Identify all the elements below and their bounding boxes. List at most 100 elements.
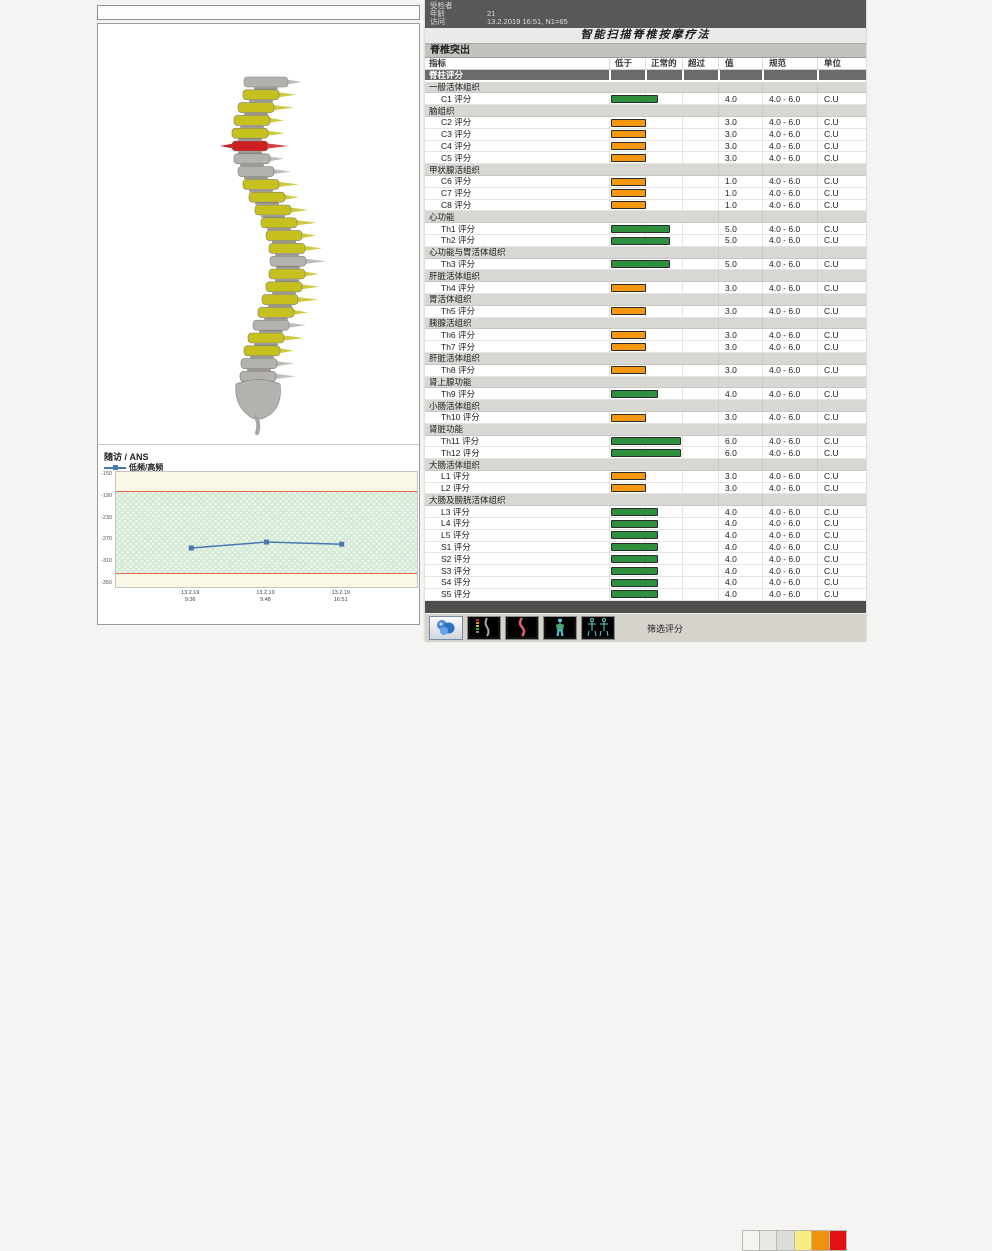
score-row-c2[interactable]: C2 评分 3.0 4.0 - 6.0 C.U: [425, 116, 866, 129]
section-cell: [718, 293, 762, 305]
score-unit: C.U: [817, 565, 866, 577]
score-label: Th8 评分: [441, 365, 476, 376]
score-bar: [611, 437, 682, 446]
skeleton-views-button[interactable]: [581, 616, 615, 640]
spine-curve-button[interactable]: [505, 616, 539, 640]
score-label: Th11 评分: [441, 435, 480, 446]
section-label: 胰腺活组织: [429, 317, 472, 328]
score-row-c8[interactable]: C8 评分 1.0 4.0 - 6.0 C.U: [425, 199, 866, 212]
score-cell: [682, 175, 718, 187]
score-row-th11[interactable]: Th11 评分 6.0 4.0 - 6.0 C.U: [425, 435, 866, 448]
score-row-s4[interactable]: S4 评分 4.0 4.0 - 6.0 C.U: [425, 577, 866, 589]
section-row: 胰腺活组织: [425, 317, 866, 330]
score-label: C1 评分: [441, 93, 472, 104]
score-row-c5[interactable]: C5 评分 3.0 4.0 - 6.0 C.U: [425, 152, 866, 165]
score-unit: C.U: [817, 435, 866, 447]
score-row-l5[interactable]: L5 评分 4.0 4.0 - 6.0 C.U: [425, 529, 866, 542]
score-cell: [645, 175, 682, 187]
score-row-c6[interactable]: C6 评分 1.0 4.0 - 6.0 C.U: [425, 175, 866, 188]
score-row-c1[interactable]: C1 评分 4.0 4.0 - 6.0 C.U: [425, 93, 866, 106]
section-cell: [762, 376, 817, 388]
score-bar: [611, 142, 647, 151]
score-filter-swatch-5[interactable]: [812, 1230, 830, 1251]
score-cell: [609, 258, 645, 270]
score-row-th8[interactable]: Th8 评分 3.0 4.0 - 6.0 C.U: [425, 364, 866, 377]
score-filter-swatch-3[interactable]: [777, 1230, 795, 1251]
score-row-c3[interactable]: C3 评分 3.0 4.0 - 6.0 C.U: [425, 128, 866, 141]
score-unit: C.U: [817, 234, 866, 246]
3d-model-button[interactable]: [429, 616, 463, 640]
score-cell: [682, 116, 718, 128]
section-cell: [762, 164, 817, 175]
score-unit: C.U: [817, 482, 866, 494]
score-row-s1[interactable]: S1 评分 4.0 4.0 - 6.0 C.U: [425, 541, 866, 554]
score-filter-swatch-1[interactable]: [742, 1230, 760, 1251]
score-row-th10[interactable]: Th10 评分 3.0 4.0 - 6.0 C.U: [425, 411, 866, 424]
score-row-s5[interactable]: S5 评分 4.0 4.0 - 6.0 C.U: [425, 588, 866, 601]
score-cell: [609, 93, 645, 105]
score-row-th3[interactable]: Th3 评分 5.0 4.0 - 6.0 C.U: [425, 258, 866, 271]
score-row-l2[interactable]: L2 评分 3.0 4.0 - 6.0 C.U: [425, 482, 866, 495]
section-label: 胃活体组织: [429, 294, 472, 305]
score-row-c4[interactable]: C4 评分 3.0 4.0 - 6.0 C.U: [425, 140, 866, 153]
score-bar: [611, 153, 647, 162]
score-cell: [609, 341, 645, 352]
score-cell: [682, 565, 718, 577]
score-label: Th9 评分: [441, 388, 476, 399]
score-bar: [611, 519, 658, 528]
score-norm: 4.0 - 6.0: [762, 152, 817, 164]
footer-dark-band: [425, 601, 866, 613]
score-cell: [682, 234, 718, 246]
score-row-th4[interactable]: Th4 评分 3.0 4.0 - 6.0 C.U: [425, 282, 866, 294]
score-filter-swatch-2[interactable]: [759, 1230, 777, 1251]
legend-label: 低频/高频: [129, 463, 164, 472]
score-cell: [645, 329, 682, 341]
score-row-s2[interactable]: S2 评分 4.0 4.0 - 6.0 C.U: [425, 553, 866, 566]
score-cell: [682, 435, 718, 447]
score-cell: [682, 541, 718, 553]
score-cell: [682, 447, 718, 459]
body-figure-button[interactable]: [543, 616, 577, 640]
score-cell: [645, 470, 682, 482]
score-bar: [611, 366, 647, 375]
score-cell: [682, 258, 718, 270]
score-row-th5[interactable]: Th5 评分 3.0 4.0 - 6.0 C.U: [425, 305, 866, 318]
score-label: Th3 评分: [441, 258, 476, 269]
section-row: 脑组织: [425, 105, 866, 117]
section-cell: [718, 423, 762, 435]
score-row-th12[interactable]: Th12 评分 6.0 4.0 - 6.0 C.U: [425, 447, 866, 460]
score-filter-swatch-4[interactable]: [794, 1230, 812, 1251]
section-cell: [817, 376, 866, 388]
score-row-s3[interactable]: S3 评分 4.0 4.0 - 6.0 C.U: [425, 565, 866, 578]
score-row-l4[interactable]: L4 评分 4.0 4.0 - 6.0 C.U: [425, 518, 866, 530]
score-cell: [682, 411, 718, 423]
score-row-th2[interactable]: Th2 评分 5.0 4.0 - 6.0 C.U: [425, 234, 866, 247]
spine-3d-view[interactable]: [98, 32, 418, 442]
score-row-th1[interactable]: Th1 评分 5.0 4.0 - 6.0 C.U: [425, 223, 866, 235]
score-cell: [609, 116, 645, 128]
score-cell: [609, 411, 645, 423]
score-row-c7[interactable]: C7 评分 1.0 4.0 - 6.0 C.U: [425, 187, 866, 200]
score-cell: [682, 364, 718, 376]
score-value: 6.0: [718, 435, 762, 447]
view-buttons: [425, 616, 615, 640]
score-row-th7[interactable]: Th7 评分 3.0 4.0 - 6.0 C.U: [425, 341, 866, 353]
score-row-th6[interactable]: Th6 评分 3.0 4.0 - 6.0 C.U: [425, 329, 866, 342]
score-norm: 4.0 - 6.0: [762, 529, 817, 541]
score-row-th9[interactable]: Th9 评分 4.0 4.0 - 6.0 C.U: [425, 388, 866, 401]
score-label: Th1 评分: [441, 223, 476, 234]
patient-info-band: 受检者 年龄 21 访问 13.2.2019 16:51, N1=65: [425, 0, 866, 28]
score-filter-swatch-6[interactable]: [829, 1230, 847, 1251]
section-label: 脑组织: [429, 105, 455, 116]
score-cell: [609, 553, 645, 565]
score-norm: 4.0 - 6.0: [762, 175, 817, 187]
score-cell: [609, 435, 645, 447]
score-row-l3[interactable]: L3 评分 4.0 4.0 - 6.0 C.U: [425, 506, 866, 519]
section-row: 大肠活体组织: [425, 459, 866, 471]
score-unit: C.U: [817, 152, 866, 164]
score-row-l1[interactable]: L1 评分 3.0 4.0 - 6.0 C.U: [425, 470, 866, 483]
score-unit: C.U: [817, 588, 866, 600]
section-label: 甲状腺活组织: [429, 164, 481, 175]
section-cell: [718, 400, 762, 411]
spine-scan-button[interactable]: [467, 616, 501, 640]
